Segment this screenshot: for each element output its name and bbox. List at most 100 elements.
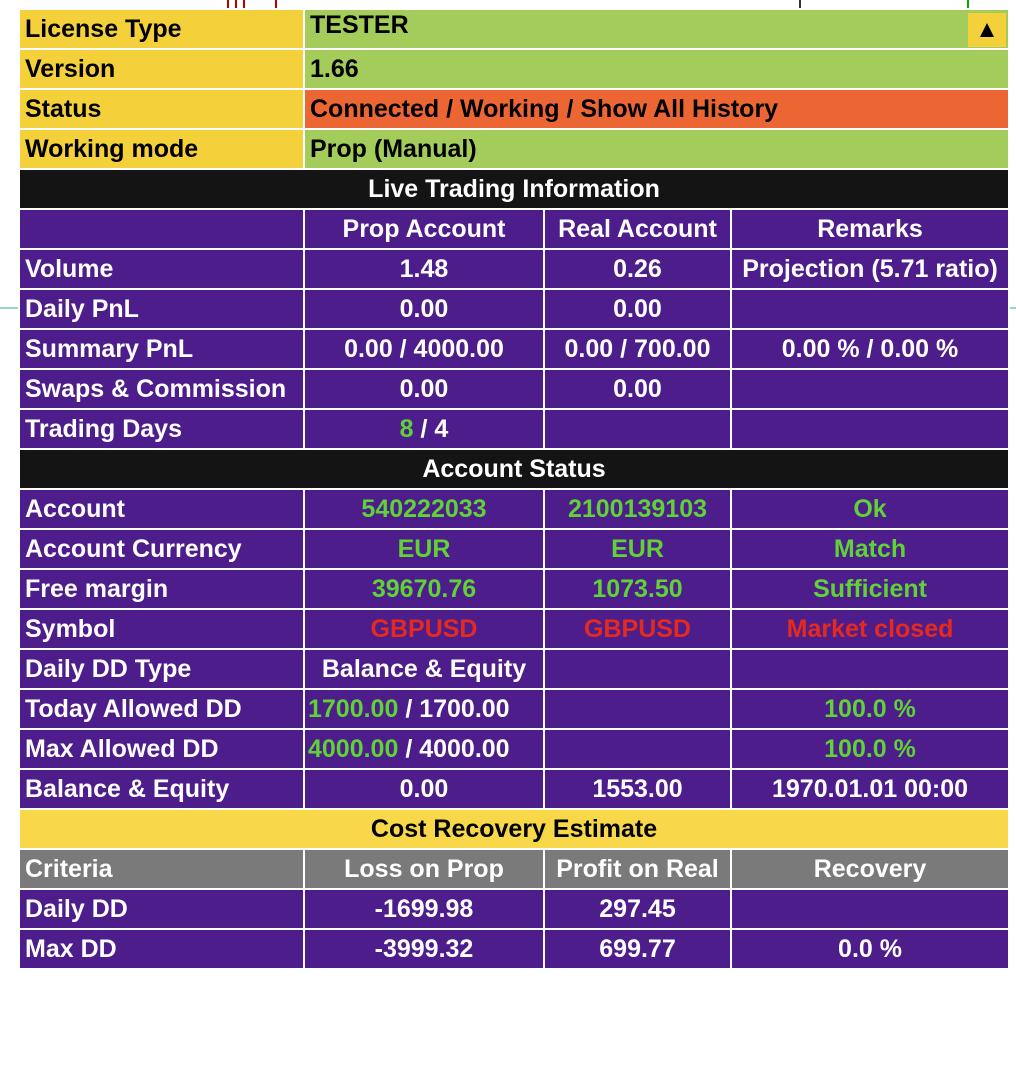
table-row: Trading Days 8 / 4 xyxy=(18,408,1011,450)
remark-value xyxy=(729,368,1011,410)
remark-value: 100.0 % xyxy=(729,728,1011,770)
today-dd-remaining: 1700.00 xyxy=(308,694,399,723)
row-label: Account Currency xyxy=(18,528,305,570)
real-value: 1073.50 xyxy=(543,568,732,610)
real-value: 1553.00 xyxy=(543,768,732,810)
table-row: Daily PnL 0.00 0.00 xyxy=(18,288,1011,330)
remark-value: Ok xyxy=(729,488,1011,530)
status-value: Connected / Working / Show All History xyxy=(302,88,1011,130)
live-col-header-empty xyxy=(18,208,305,250)
prop-value: Balance & Equity xyxy=(303,648,545,690)
remark-value: Projection (5.71 ratio) xyxy=(729,248,1011,290)
collapse-toggle-button[interactable]: ▲ xyxy=(968,13,1007,47)
live-col-header-real: Real Account xyxy=(543,208,732,250)
table-row: Symbol GBPUSD GBPUSD Market closed xyxy=(18,608,1011,650)
real-value xyxy=(543,728,732,770)
table-row: Swaps & Commission 0.00 0.00 xyxy=(18,368,1011,410)
real-value xyxy=(543,408,732,450)
license-type-value: TESTER ▲ xyxy=(302,8,1011,50)
live-col-header-remarks: Remarks xyxy=(729,208,1011,250)
real-value: 699.77 xyxy=(543,928,732,970)
license-type-text: TESTER xyxy=(310,11,409,39)
remark-value: 100.0 % xyxy=(729,688,1011,730)
table-row: Max DD -3999.32 699.77 0.0 % xyxy=(18,928,1011,970)
prop-value: 1700.00 / 1700.00 xyxy=(303,688,545,730)
row-label: Max DD xyxy=(18,928,305,970)
real-value: 0.00 / 700.00 xyxy=(543,328,732,370)
working-mode-value: Prop (Manual) xyxy=(302,128,1011,170)
license-type-label: License Type xyxy=(18,8,305,50)
table-row: Daily DD Type Balance & Equity xyxy=(18,648,1011,690)
prop-value: 0.00 xyxy=(303,288,545,330)
prop-value: 0.00 xyxy=(303,368,545,410)
table-row: Today Allowed DD 1700.00 / 1700.00 100.0… xyxy=(18,688,1011,730)
version-row: Version 1.66 xyxy=(18,48,1011,90)
real-value: 297.45 xyxy=(543,888,732,930)
row-label: Daily PnL xyxy=(18,288,305,330)
row-label: Daily DD Type xyxy=(18,648,305,690)
prop-value: -1699.98 xyxy=(303,888,545,930)
remark-value xyxy=(729,888,1011,930)
prop-value: -3999.32 xyxy=(303,928,545,970)
row-label: Volume xyxy=(18,248,305,290)
prop-trading-panel: License Type TESTER ▲ Version 1.66 Statu… xyxy=(17,8,1011,970)
working-mode-row: Working mode Prop (Manual) xyxy=(18,128,1011,170)
license-row: License Type TESTER ▲ xyxy=(18,8,1011,50)
remark-value xyxy=(729,288,1011,330)
prop-value: 1.48 xyxy=(303,248,545,290)
real-value: EUR xyxy=(543,528,732,570)
live-trading-title: Live Trading Information xyxy=(17,168,1011,210)
live-col-header-prop: Prop Account xyxy=(303,208,545,250)
account-status-title: Account Status xyxy=(17,448,1011,490)
table-row: Balance & Equity 0.00 1553.00 1970.01.01… xyxy=(18,768,1011,810)
max-dd-allowed: / 4000.00 xyxy=(398,734,510,763)
today-dd-allowed: / 1700.00 xyxy=(398,694,510,723)
real-value: 0.00 xyxy=(543,288,732,330)
prop-value: 8 / 4 xyxy=(303,408,545,450)
cost-recovery-header-row: Cost Recovery Estimate xyxy=(17,808,1011,850)
row-label: Symbol xyxy=(18,608,305,650)
prop-value: 0.00 / 4000.00 xyxy=(303,328,545,370)
recovery-columns-row: Criteria Loss on Prop Profit on Real Rec… xyxy=(18,848,1011,890)
row-label: Daily DD xyxy=(18,888,305,930)
remark-value xyxy=(729,648,1011,690)
trading-days-count: 8 xyxy=(399,414,414,443)
real-value: 0.00 xyxy=(543,368,732,410)
recovery-col-header-criteria: Criteria xyxy=(18,848,305,890)
row-label: Account xyxy=(18,488,305,530)
trading-days-required: / 4 xyxy=(413,414,449,443)
recovery-col-header-profit: Profit on Real xyxy=(543,848,732,890)
row-label: Today Allowed DD xyxy=(18,688,305,730)
remark-value: Sufficient xyxy=(729,568,1011,610)
remark-value: 0.00 % / 0.00 % xyxy=(729,328,1011,370)
table-row: Daily DD -1699.98 297.45 xyxy=(18,888,1011,930)
row-label: Max Allowed DD xyxy=(18,728,305,770)
real-value xyxy=(543,648,732,690)
real-value: 0.26 xyxy=(543,248,732,290)
account-status-header-row: Account Status xyxy=(17,448,1011,490)
version-label: Version xyxy=(18,48,305,90)
prop-value: 540222033 xyxy=(303,488,545,530)
row-label: Balance & Equity xyxy=(18,768,305,810)
prop-value: GBPUSD xyxy=(303,608,545,650)
table-row: Account 540222033 2100139103 Ok xyxy=(18,488,1011,530)
remark-value xyxy=(729,408,1011,450)
version-value: 1.66 xyxy=(302,48,1011,90)
remark-value: Match xyxy=(729,528,1011,570)
status-label: Status xyxy=(18,88,305,130)
row-label: Summary PnL xyxy=(18,328,305,370)
recovery-col-header-loss: Loss on Prop xyxy=(303,848,545,890)
prop-value: 0.00 xyxy=(303,768,545,810)
triangle-up-icon: ▲ xyxy=(975,16,999,43)
real-value xyxy=(543,688,732,730)
prop-value: EUR xyxy=(303,528,545,570)
real-value: GBPUSD xyxy=(543,608,732,650)
status-row: Status Connected / Working / Show All Hi… xyxy=(18,88,1011,130)
recovery-col-header-recovery: Recovery xyxy=(729,848,1011,890)
max-dd-remaining: 4000.00 xyxy=(308,734,399,763)
live-columns-row: Prop Account Real Account Remarks xyxy=(18,208,1011,250)
prop-value: 4000.00 / 4000.00 xyxy=(303,728,545,770)
real-value: 2100139103 xyxy=(543,488,732,530)
table-row: Volume 1.48 0.26 Projection (5.71 ratio) xyxy=(18,248,1011,290)
prop-value: 39670.76 xyxy=(303,568,545,610)
